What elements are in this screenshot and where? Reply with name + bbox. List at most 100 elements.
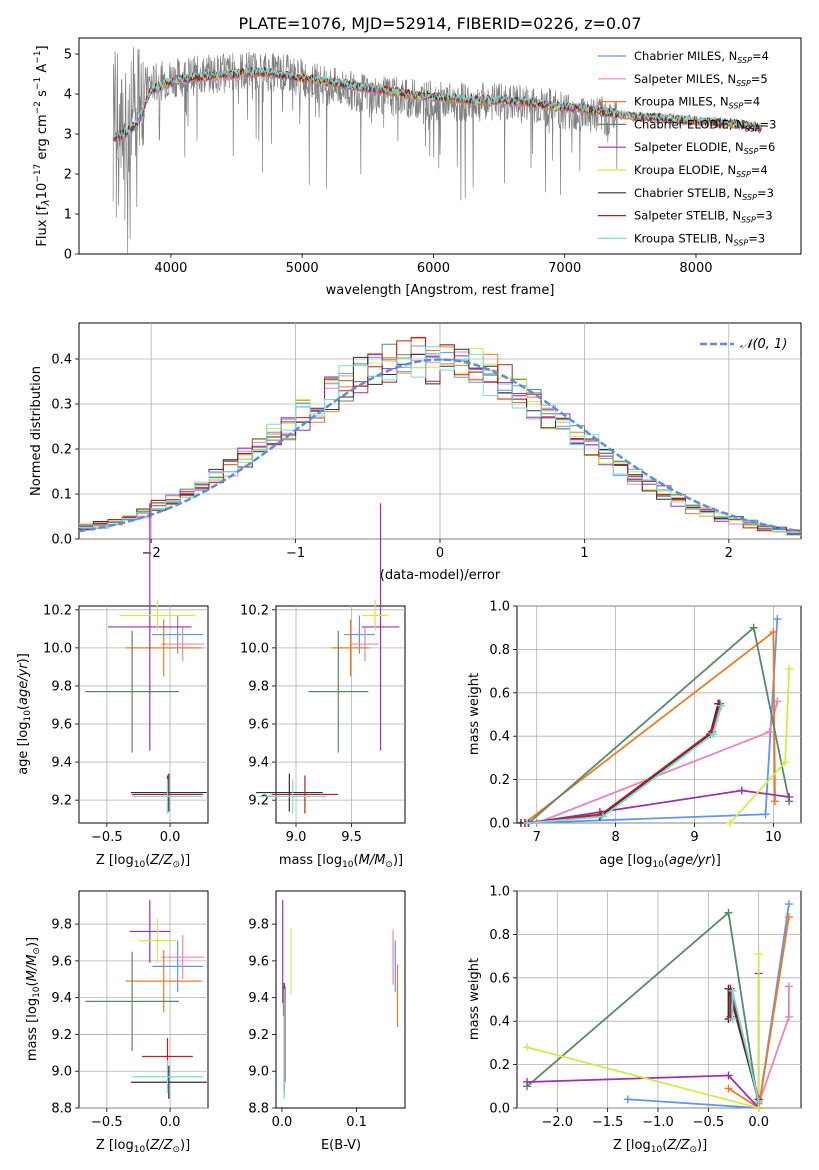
y-tick-label: 0.1 <box>51 488 72 503</box>
residuals-panel: (data-model)/error Normed distribution −… <box>29 322 802 583</box>
spectrum-xlabel: wavelength [Angstrom, rest frame] <box>326 283 555 298</box>
mass-weight-marker <box>724 908 733 917</box>
legend-label: Kroupa STELIB, NSSP=3 <box>634 231 765 247</box>
spectrum-frame <box>78 37 802 255</box>
weight-vs-age-panel: mass weight age [log10(age/yr)] 7 8 9 10 0.0… <box>467 600 802 870</box>
spectrum-ylabel: Flux [fλ10−17 erg cm−2 s−1 A−1] <box>33 45 52 246</box>
mass-weight-marker <box>523 819 532 827</box>
y-tick-label: 9.8 <box>248 679 269 694</box>
model-spectrum-line <box>112 67 762 142</box>
legend-label: Chabrier STELIB, NSSP=3 <box>634 186 774 202</box>
mass-vs-z-panel: mass [log10(M/M⊙)] Z [log10(Z/Z⊙)] −0.5 0… <box>25 890 209 1155</box>
mass-weight-marker <box>784 982 793 991</box>
mass-weight-marker <box>781 758 790 767</box>
residuals-legend: 𝒩(0, 1) <box>700 337 787 352</box>
x-tick-label: −2.0 <box>541 1115 573 1130</box>
y-tick-label: 9.0 <box>51 1065 72 1080</box>
age-vs-z-panel: age [log10(age/yr)] Z [log10(Z/Z⊙)] −0.5… <box>16 503 209 870</box>
y-tick-label: 9.4 <box>51 991 72 1006</box>
x-tick-label: 4000 <box>154 261 187 276</box>
y-tick-label: 9.8 <box>51 918 72 933</box>
x-tick-label: 9.5 <box>341 830 362 845</box>
mass-weight-marker <box>754 949 763 958</box>
y-tick-label: 0 <box>64 248 72 263</box>
x-tick-label: −0.5 <box>693 1115 725 1130</box>
weight-vs-z-ylabel: mass weight <box>467 958 482 1040</box>
mass-vs-ebv-plot: 0.0 0.1 8.8 9.0 9.2 9.4 9.6 9.8 <box>248 900 399 1130</box>
mass-weight-marker <box>724 1071 733 1080</box>
weight-vs-z-panel: mass weight Z [log10(Z/Z⊙)] −2.0 −1.5 −1.0… <box>467 885 802 1155</box>
x-tick-label: −1 <box>286 546 305 561</box>
legend-label: Salpeter MILES, NSSP=5 <box>634 72 768 88</box>
mass-weight-marker <box>598 812 607 821</box>
y-tick-label: 9.6 <box>248 954 269 969</box>
spectrum-panel: wavelength [Angstrom, rest frame] Flux [… <box>33 37 802 298</box>
y-tick-label: 9.4 <box>248 991 269 1006</box>
age-vs-mass-frame <box>275 605 406 824</box>
mass-vs-ebv-panel: E(B-V) 0.0 0.1 8.8 9.0 9.2 9.4 9.6 9.8 <box>248 890 406 1153</box>
y-tick-label: 0.0 <box>489 817 510 832</box>
age-vs-z-frame <box>78 605 209 824</box>
x-tick-label: −0.5 <box>91 1115 123 1130</box>
y-tick-label: 0.6 <box>489 971 510 986</box>
x-tick-label: 0.0 <box>160 1115 181 1130</box>
x-tick-label: 0.0 <box>272 1115 293 1130</box>
mass-weight-line <box>527 973 760 1111</box>
residuals-xlabel: (data-model)/error <box>380 568 501 583</box>
y-tick-label: 3 <box>64 128 72 143</box>
y-tick-label: 0.0 <box>51 533 72 548</box>
mass-vs-z-xlabel: Z [log10(Z/Z⊙)] <box>96 1138 190 1155</box>
y-tick-label: 0.2 <box>489 1058 510 1073</box>
mass-weight-marker <box>737 786 746 795</box>
weight-vs-z-plot: −2.0 −1.5 −1.0 −0.5 0.0 0.0 0.2 0.4 0.6 0.8 1.0 <box>489 885 801 1130</box>
x-tick-label: −2 <box>142 546 161 561</box>
mass-weight-marker <box>709 730 718 739</box>
mass-weight-line <box>527 705 723 824</box>
weight-vs-z-xlabel: Z [log10(Z/Z⊙)] <box>613 1138 707 1155</box>
residuals-plot: −2 −1 0 1 2 0.0 0.1 0.2 0.3 0.4 <box>51 323 801 561</box>
x-tick-label: 9.0 <box>286 830 307 845</box>
mass-vs-z-frame <box>78 890 209 1109</box>
mass-weight-marker <box>785 664 794 673</box>
mass-weight-marker <box>717 701 726 710</box>
residuals-ylabel: Normed distribution <box>29 366 44 496</box>
y-tick-label: 9.8 <box>51 679 72 694</box>
y-tick-label: 10.2 <box>240 603 269 618</box>
legend-label: Chabrier ELODIE, NSSP=3 <box>634 117 776 133</box>
x-tick-label: 7000 <box>548 261 581 276</box>
mass-weight-marker <box>784 1012 793 1021</box>
mass-weight-marker <box>728 1015 737 1024</box>
y-tick-label: 9.6 <box>248 718 269 733</box>
y-tick-label: 9.2 <box>51 794 72 809</box>
spectrum-traces <box>112 47 762 254</box>
x-tick-label: 0.0 <box>160 830 181 845</box>
y-tick-label: 9.4 <box>248 756 269 771</box>
mass-weight-marker <box>523 1077 532 1086</box>
y-tick-label: 10.0 <box>240 641 269 656</box>
mass-weight-line <box>526 953 760 1110</box>
x-tick-label: 2 <box>725 546 733 561</box>
mass-weight-marker <box>728 986 737 995</box>
x-tick-label: 5000 <box>286 261 319 276</box>
mass-weight-marker <box>749 623 758 632</box>
mass-weight-marker <box>784 900 793 909</box>
age-vs-mass-plot: 9.0 9.5 9.2 9.4 9.6 9.8 10.0 10.2 <box>240 503 405 845</box>
y-tick-label: 1 <box>64 208 72 223</box>
y-tick-label: 10.2 <box>43 603 72 618</box>
mass-weight-marker <box>761 810 770 819</box>
legend-label: Salpeter STELIB, NSSP=3 <box>634 209 773 225</box>
x-tick-label: −1.0 <box>642 1115 674 1130</box>
y-tick-label: 9.8 <box>248 918 269 933</box>
legend-label: Chabrier MILES, NSSP=4 <box>634 49 769 65</box>
y-tick-label: 0.8 <box>489 643 510 658</box>
y-tick-label: 2 <box>64 168 72 183</box>
mass-vs-ebv-frame <box>275 890 406 1109</box>
x-tick-label: −1.5 <box>592 1115 624 1130</box>
y-tick-label: 4 <box>64 88 72 103</box>
mass-weight-marker <box>785 792 794 801</box>
x-tick-label: 1 <box>580 546 588 561</box>
y-tick-label: 9.0 <box>248 1065 269 1080</box>
legend-label: Kroupa ELODIE, NSSP=4 <box>634 163 768 179</box>
age-vs-mass-panel: mass [log10(M/M⊙)] 9.0 9.5 9.2 9.4 9.6 9.8 10.… <box>240 503 406 870</box>
